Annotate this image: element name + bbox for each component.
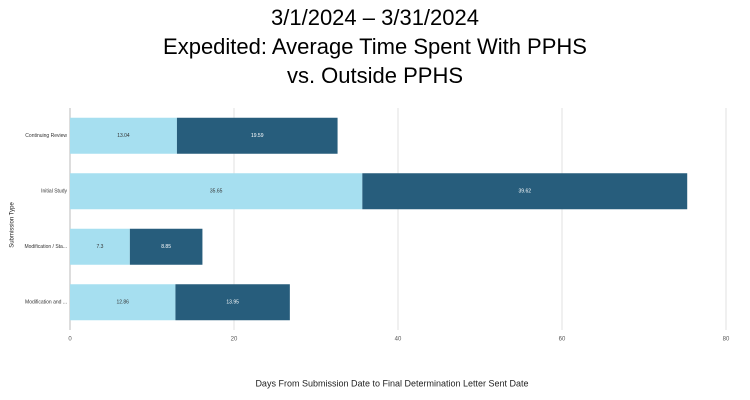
x-tick-label: 60 xyxy=(559,337,566,343)
y-axis-label: Submission Type xyxy=(10,202,16,248)
value-label: 35.65 xyxy=(210,189,223,195)
bar-segment xyxy=(70,284,176,321)
bar-segment xyxy=(362,173,688,210)
bar-segment xyxy=(70,117,177,154)
value-label: 13.95 xyxy=(226,300,239,306)
x-tick-label: 20 xyxy=(231,337,238,343)
bar-segment xyxy=(175,284,290,321)
value-label: 7.3 xyxy=(96,244,103,250)
chart-title: vs. Outside PPHS xyxy=(287,63,463,88)
y-tick-label: Modification / Sta... xyxy=(24,244,67,250)
bar-segment xyxy=(70,173,363,210)
x-tick-label: 80 xyxy=(723,337,730,343)
bar-segment xyxy=(176,117,338,154)
bar-segment xyxy=(129,228,203,265)
y-tick-label: Modification and ... xyxy=(25,300,67,306)
value-label: 13.04 xyxy=(117,133,130,139)
y-tick-label: Initial Study xyxy=(41,189,67,195)
y-tick-label: Continuing Review xyxy=(25,133,67,139)
value-label: 39.62 xyxy=(519,189,532,195)
chart-title: 3/1/2024 – 3/31/2024 xyxy=(271,5,479,30)
bar-segment xyxy=(70,228,130,265)
x-tick-label: 0 xyxy=(68,337,72,343)
x-axis-label: Days From Submission Date to Final Deter… xyxy=(255,378,528,388)
value-label: 19.59 xyxy=(251,133,264,139)
x-tick-label: 40 xyxy=(395,337,402,343)
value-label: 8.85 xyxy=(161,244,171,250)
chart-title: Expedited: Average Time Spent With PPHS xyxy=(163,34,587,59)
value-label: 12.86 xyxy=(116,300,129,306)
